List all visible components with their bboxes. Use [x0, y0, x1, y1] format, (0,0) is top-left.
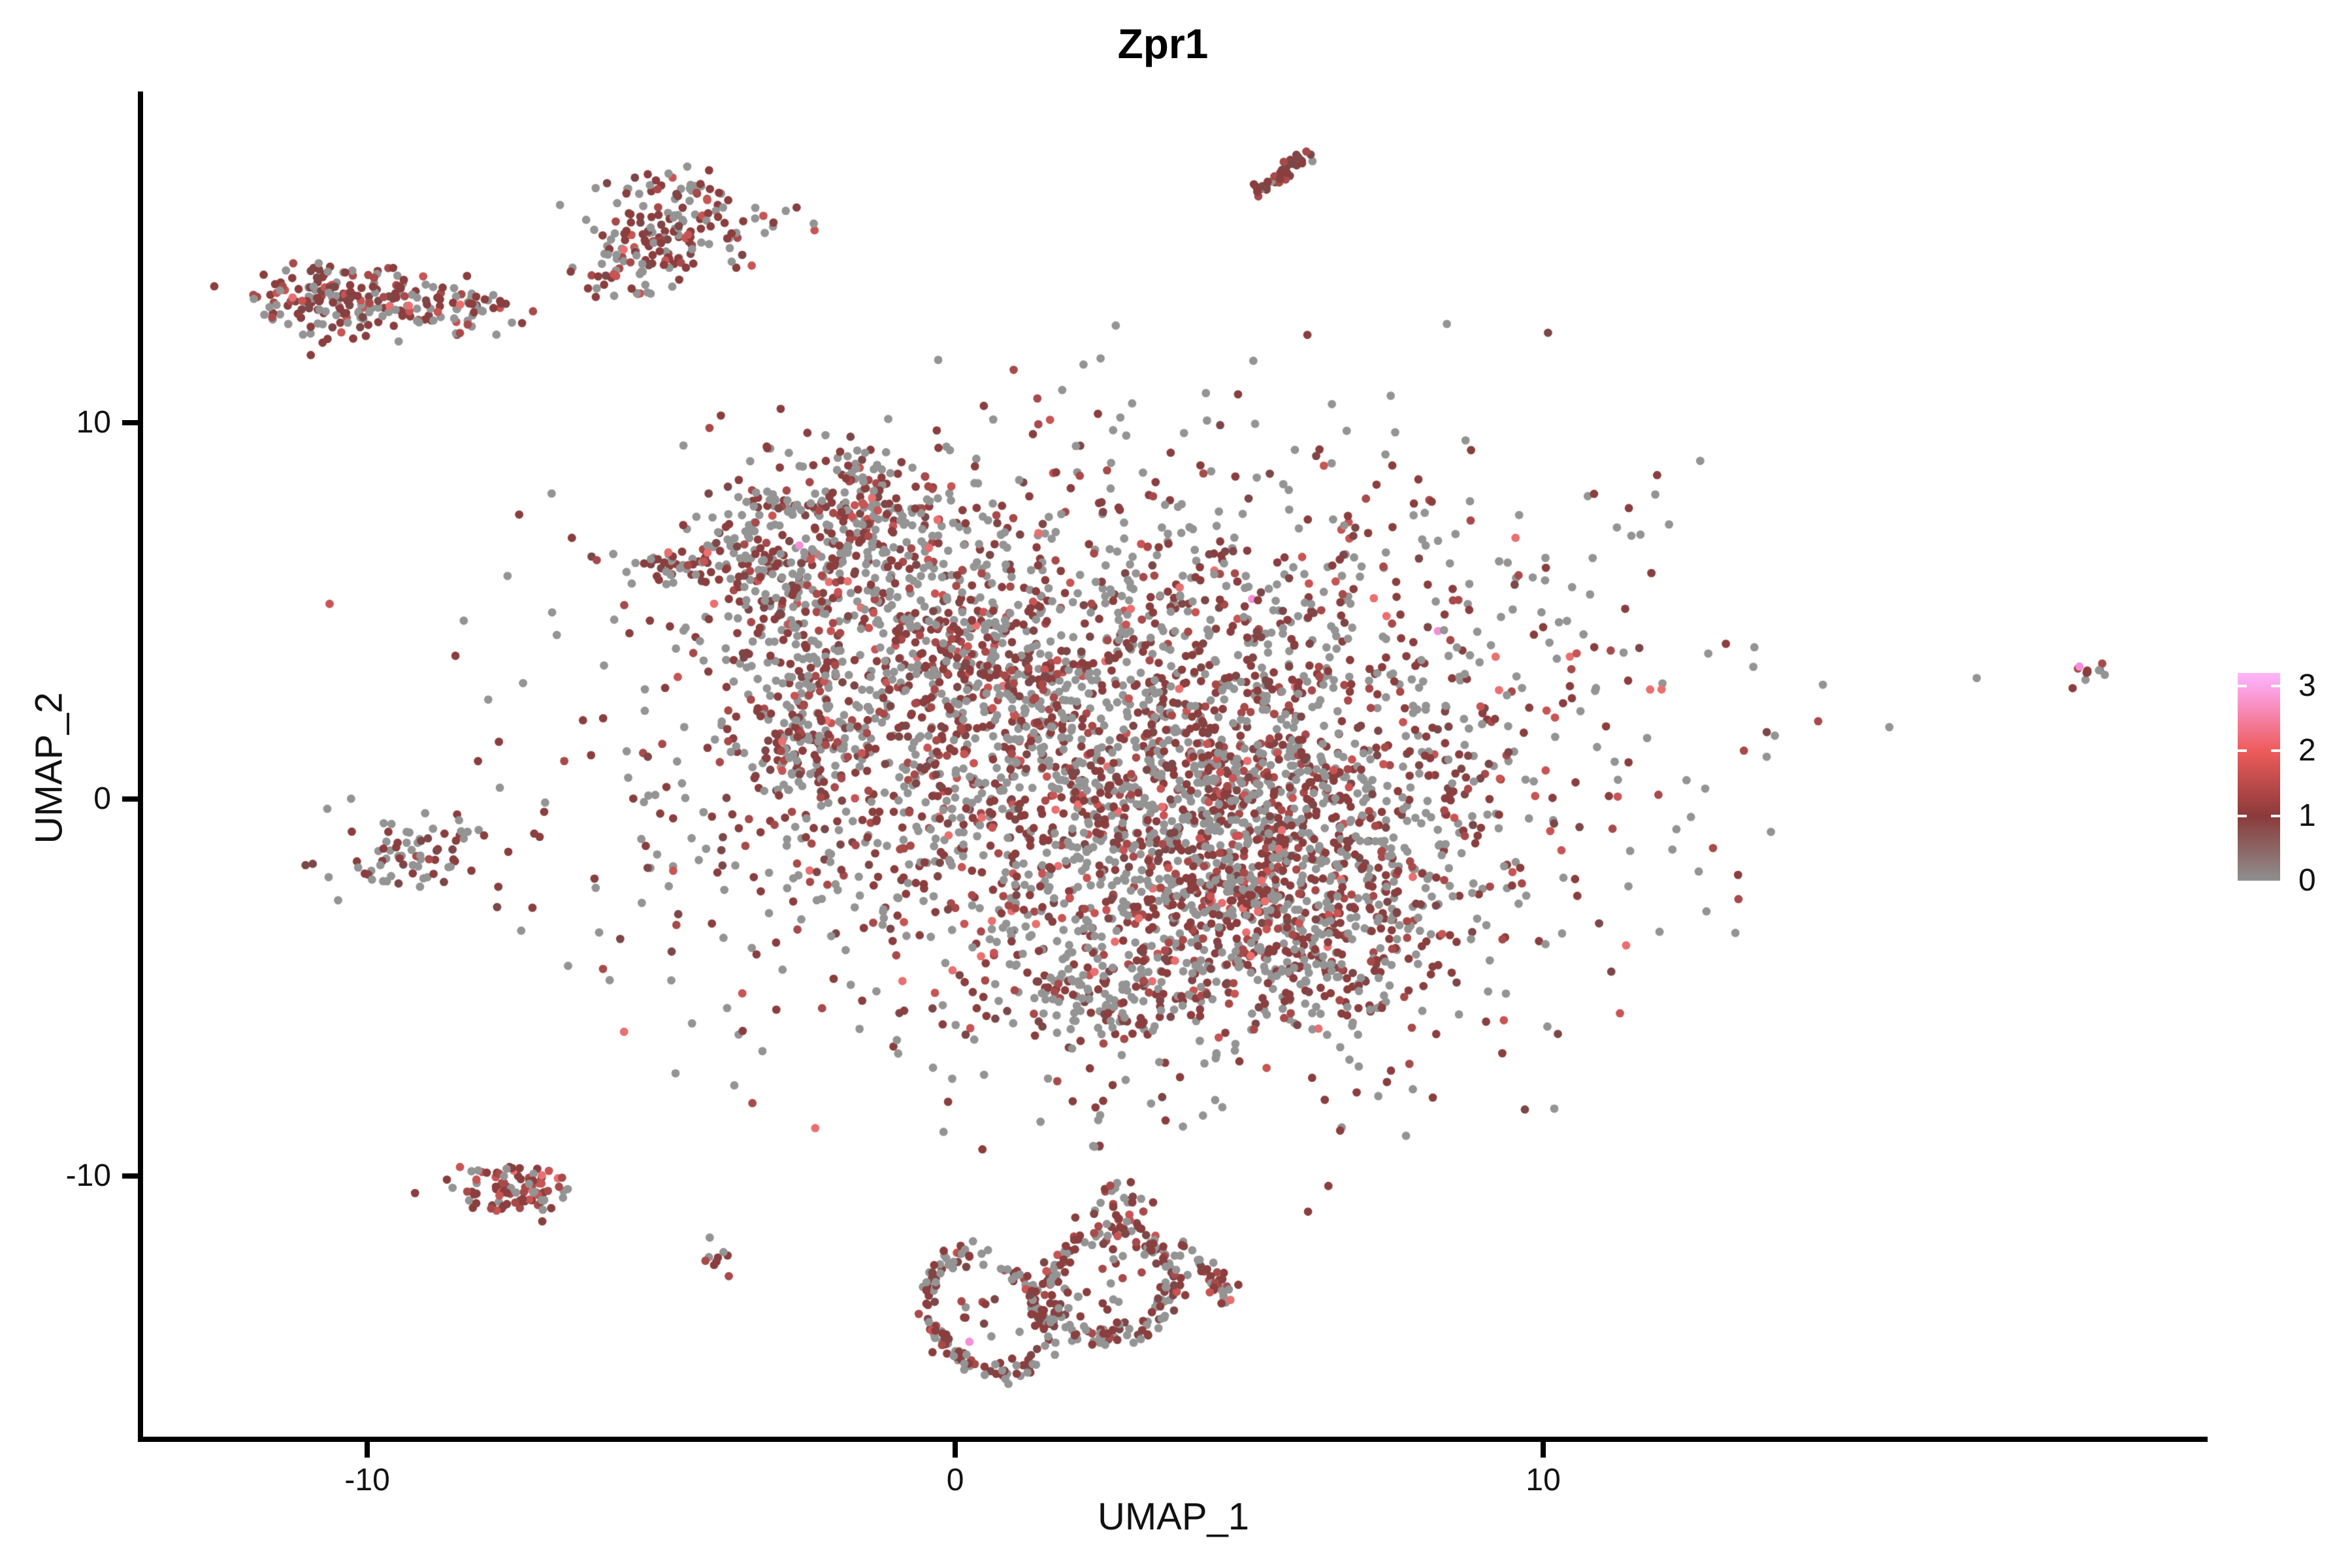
y-tick-mark — [122, 1173, 138, 1179]
x-axis-line — [138, 1437, 2208, 1442]
y-axis-line — [138, 91, 143, 1442]
colorbar-tick-mark — [2271, 749, 2280, 753]
y-tick-mark — [122, 419, 138, 425]
y-tick-label: 10 — [76, 404, 111, 440]
legend-tick-label: 1 — [2298, 798, 2316, 833]
expression-colorbar — [2238, 673, 2280, 881]
colorbar-tick-mark — [2238, 684, 2247, 687]
y-tick-label: -10 — [65, 1158, 111, 1193]
legend-tick-label: 0 — [2298, 863, 2316, 898]
y-tick-label: 0 — [93, 781, 111, 817]
legend-tick-label: 2 — [2298, 733, 2316, 768]
colorbar-tick-mark — [2238, 814, 2247, 817]
x-tick-mark — [365, 1442, 370, 1458]
x-tick-mark — [1541, 1442, 1546, 1458]
colorbar-tick-mark — [2271, 684, 2280, 687]
legend-tick-label: 3 — [2298, 668, 2316, 703]
x-tick-label: 0 — [946, 1463, 964, 1497]
x-axis-title: UMAP_1 — [1097, 1495, 1250, 1538]
y-tick-mark — [122, 796, 138, 802]
x-tick-label: -10 — [344, 1463, 390, 1497]
colorbar-tick-mark — [2238, 749, 2247, 753]
y-axis-title: UMAP_2 — [27, 692, 71, 844]
x-tick-label: 10 — [1526, 1463, 1561, 1497]
chart-title: Zpr1 — [1117, 20, 1209, 67]
colorbar-tick-mark — [2271, 814, 2280, 817]
x-tick-mark — [953, 1442, 958, 1458]
